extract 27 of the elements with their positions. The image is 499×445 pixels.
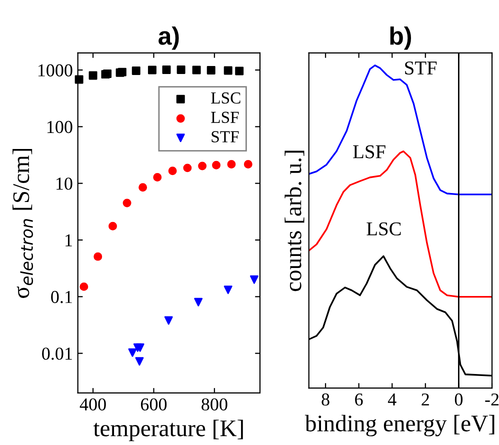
x-tick-label: 4: [388, 394, 396, 406]
y-tick-label: 0.1: [51, 290, 72, 304]
x-tick-label: 8: [322, 393, 330, 406]
x-tick-label: 0: [454, 393, 463, 406]
x-tick-label: 600: [140, 398, 167, 411]
annotation: STF: [405, 62, 437, 75]
x-tick-label: -2: [485, 393, 499, 406]
x-tick-label: 2: [422, 393, 429, 406]
chart-title: a): [158, 26, 179, 50]
x-tick-label: 800: [202, 398, 228, 411]
x-tick-label: 400: [80, 398, 106, 411]
annotation: LSF: [353, 145, 386, 158]
annotation: LSC: [366, 222, 401, 236]
y-axis-title: σ$_{electron}$ [S/cm]: [12, 148, 34, 298]
legend-label: STF: [212, 131, 239, 142]
y-tick-label: 10: [56, 178, 72, 190]
y-tick-label: 0.01: [42, 348, 72, 360]
legend-label: LSC: [211, 92, 240, 104]
y-axis-title: counts [arb. u.]: [284, 150, 304, 292]
x-axis-title: binding energy [eV]: [304, 414, 494, 436]
x-axis-title: temperature [K]: [93, 420, 243, 442]
legend-label: LSF: [211, 112, 239, 123]
chart-title: b): [390, 26, 412, 50]
x-tick-label: 6: [355, 393, 363, 406]
y-tick-label: 100: [47, 120, 72, 134]
y-tick-label: 1000: [38, 64, 72, 76]
y-tick-label: 1: [66, 234, 72, 246]
